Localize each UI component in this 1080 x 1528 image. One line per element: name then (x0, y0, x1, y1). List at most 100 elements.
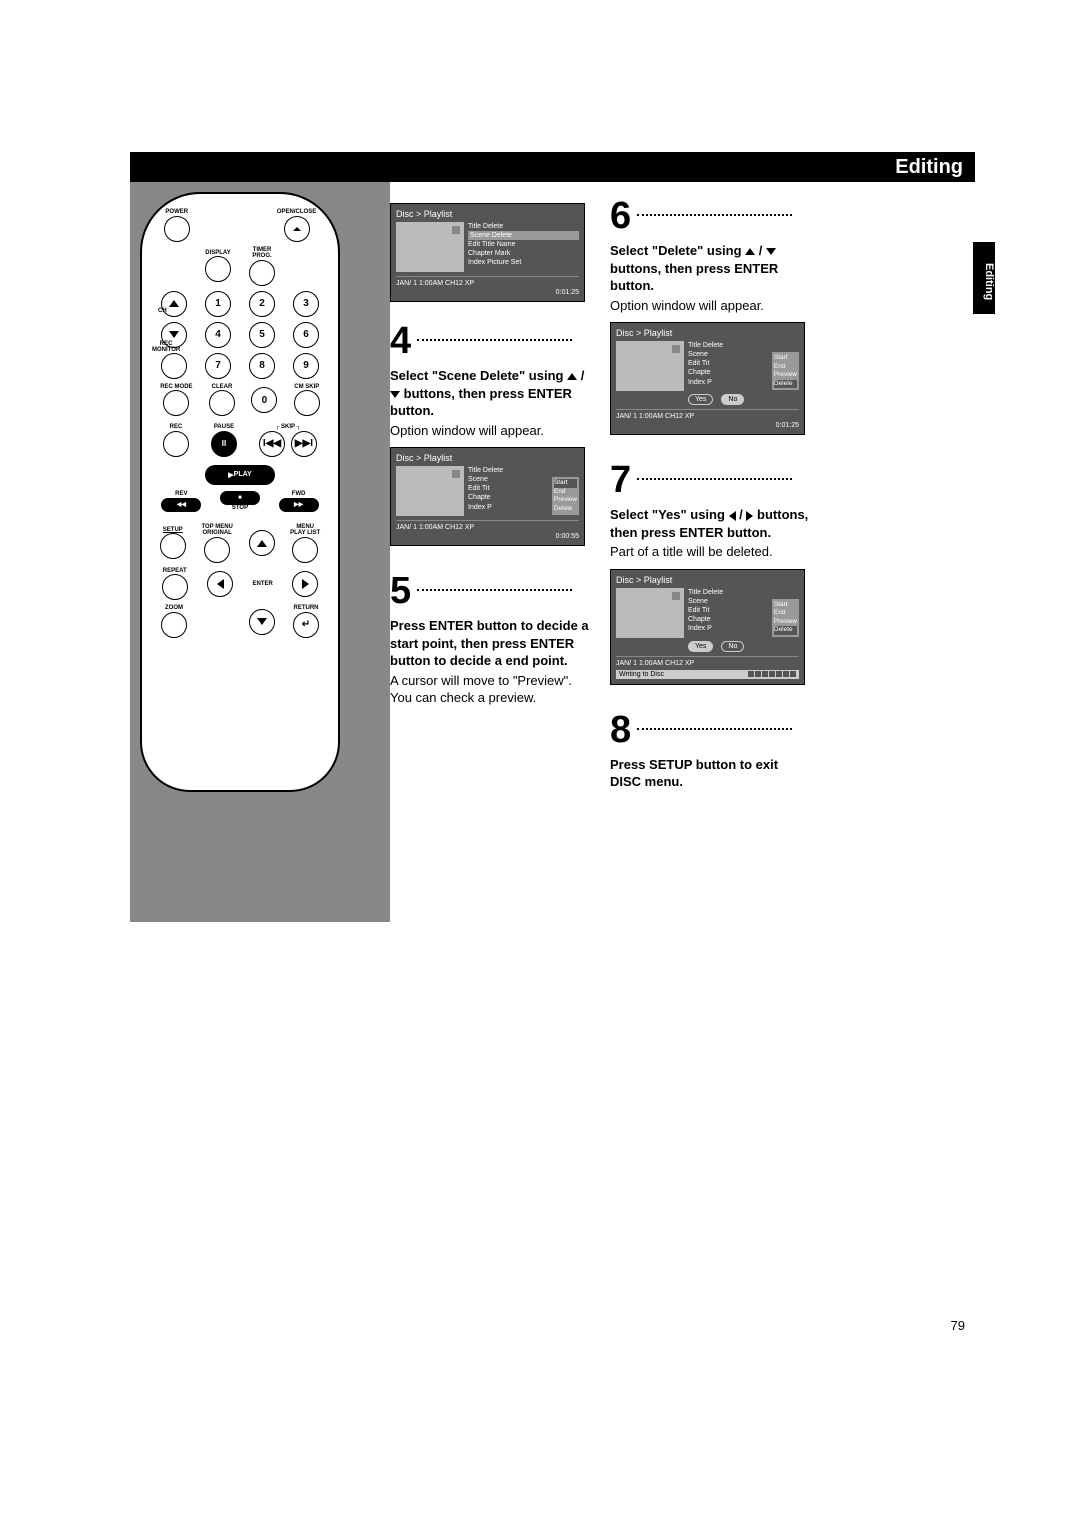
yes-no-row: Yes No (688, 641, 799, 652)
menu-item: Title Delete (468, 222, 579, 231)
submenu: Start End Preview Delete (772, 599, 799, 637)
num-3[interactable]: 3 (293, 291, 319, 317)
left-arrow-icon (729, 511, 736, 521)
right-arrow-icon (746, 511, 753, 521)
rev-button[interactable]: ◀◀ (161, 498, 201, 512)
num-0[interactable]: 0 (251, 387, 277, 413)
section-header: Editing (130, 152, 975, 182)
submenu-selected: Delete (774, 380, 797, 388)
num-9[interactable]: 9 (293, 353, 319, 379)
step-5: 5 Press ENTER button to decide a start p… (390, 570, 590, 707)
submenu-item: End (774, 363, 797, 371)
menu-button[interactable] (292, 537, 318, 563)
num-6[interactable]: 6 (293, 322, 319, 348)
label-recmode: REC MODE (160, 384, 192, 391)
repeat-button[interactable] (162, 574, 188, 600)
step-title-2: buttons, then press ENTER button. (610, 261, 778, 294)
num-1[interactable]: 1 (205, 291, 231, 317)
play-button[interactable]: ▶ PLAY (205, 465, 275, 485)
submenu-item: Preview (774, 371, 797, 379)
step-title: Press SETUP button to exit DISC menu. (610, 756, 810, 791)
submenu-item: Start (774, 601, 797, 609)
label-pause: PAUSE (214, 424, 234, 431)
thumbnail (616, 588, 684, 638)
btn-no-selected: No (721, 394, 744, 405)
stop-button[interactable]: ■ (220, 491, 260, 505)
menu-item: Index P (468, 503, 552, 512)
dotted-divider (417, 339, 572, 341)
submenu: Start End Preview Delete (552, 477, 579, 515)
footer-text: JAN/ 1 1:00AM CH12 XP (396, 524, 474, 531)
rec-button[interactable] (163, 431, 189, 457)
num-2[interactable]: 2 (249, 291, 275, 317)
num-4[interactable]: 4 (205, 322, 231, 348)
yes-no-row: Yes No (688, 394, 799, 405)
power-button[interactable] (164, 216, 190, 242)
step-number: 4 (390, 320, 411, 363)
label-skip: SKIP (281, 424, 295, 430)
dotted-divider (637, 214, 792, 216)
menu-item: Scene (688, 350, 772, 359)
num-8[interactable]: 8 (249, 353, 275, 379)
openclose-button[interactable] (284, 216, 310, 242)
step-title-1: Select "Delete" using (610, 243, 742, 258)
screen-menu: Title Delete Scene Edit Tit Chapte Index… (468, 466, 579, 516)
menu-item: Chapte (688, 368, 772, 377)
screen-timer: 0:01:25 (616, 422, 799, 429)
step-title: Press ENTER button to decide a start poi… (390, 617, 590, 670)
step-number: 5 (390, 570, 411, 613)
up-arrow-icon (567, 373, 577, 380)
screen-timer: 0:01:25 (396, 289, 579, 296)
screen-title: Disc > Playlist (616, 575, 799, 585)
zoom-button[interactable] (161, 612, 187, 638)
thumbnail (396, 222, 464, 272)
label-enter: ENTER (253, 581, 273, 588)
dotted-divider (417, 589, 572, 591)
nav-left-button[interactable] (207, 571, 233, 597)
screen-menu: Title Delete Scene Edit Tit Chapte Index… (688, 588, 799, 652)
num-7[interactable]: 7 (205, 353, 231, 379)
step-number: 7 (610, 459, 631, 502)
topmenu-button[interactable] (204, 537, 230, 563)
nav-up-button[interactable] (249, 530, 275, 556)
menu-item: Chapte (468, 493, 552, 502)
cm-skip-button[interactable] (294, 390, 320, 416)
display-button[interactable] (205, 256, 231, 282)
rec-mode-button[interactable] (163, 390, 189, 416)
menu-item: Chapte (688, 615, 772, 624)
timer-button[interactable] (249, 260, 275, 286)
label-display: DISPLAY (205, 250, 230, 257)
clear-button[interactable] (209, 390, 235, 416)
label-zoom: ZOOM (165, 605, 183, 612)
pause-button[interactable]: II (211, 431, 237, 457)
step-title: Select "Scene Delete" using / buttons, t… (390, 367, 590, 420)
setup-button[interactable] (160, 533, 186, 559)
step-title: Select "Yes" using / buttons, then press… (610, 506, 810, 541)
submenu-selected: Start (554, 479, 577, 487)
footer-text: JAN/ 1 1:00AM CH12 XP (616, 660, 694, 667)
submenu: Start End Preview Delete (772, 352, 799, 390)
label-stop: STOP (232, 505, 248, 512)
nav-right-button[interactable] (292, 571, 318, 597)
step-title-2: buttons, then press ENTER button. (390, 386, 572, 419)
submenu-selected: Delete (774, 626, 797, 634)
writing-label: Writing to Disc (619, 671, 664, 678)
screen-title: Disc > Playlist (616, 328, 799, 338)
label-recmon: REC MONITOR (152, 341, 180, 354)
num-5[interactable]: 5 (249, 322, 275, 348)
menu-item: Scene (688, 597, 772, 606)
nav-down-button[interactable] (249, 609, 275, 635)
side-tab: Editing (973, 242, 995, 314)
label-repeat: REPEAT (163, 568, 187, 575)
label-menu: MENU PLAY LIST (290, 524, 320, 537)
screen-step6: Disc > Playlist Title Delete Scene Edit … (610, 322, 805, 435)
rec-monitor-button[interactable] (161, 353, 187, 379)
step-text: Option window will appear. (390, 422, 590, 440)
submenu-item: End (774, 609, 797, 617)
step-title-1: Select "Yes" using (610, 507, 725, 522)
fwd-button[interactable]: ▶▶ (279, 498, 319, 512)
skip-next-button[interactable]: ▶▶I (291, 431, 317, 457)
return-button[interactable]: ↵ (293, 612, 319, 638)
skip-prev-button[interactable]: I◀◀ (259, 431, 285, 457)
column-2: Disc > Playlist Title Delete Scene Delet… (390, 195, 590, 731)
